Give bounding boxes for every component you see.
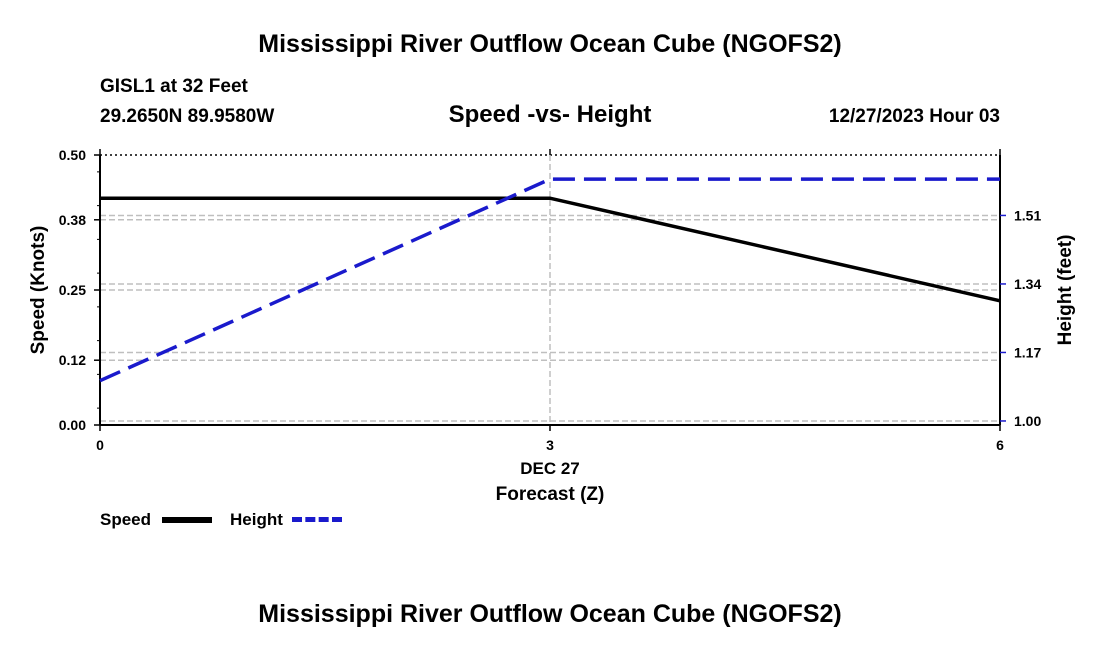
y2-tick-label: 1.17 [1014,344,1041,360]
x-tick-label: 6 [996,437,1004,453]
y-axis-label: Speed (Knots) [28,226,49,355]
legend-speed-swatch [162,517,212,523]
x-tick-label: 3 [546,437,554,453]
footer-title: Mississippi River Outflow Ocean Cube (NG… [258,600,842,628]
legend-height-label: Height [230,510,283,529]
legend-speed-label: Speed [100,510,152,529]
y-tick-label: 0.38 [59,212,86,228]
x-date-label: DEC 27 [520,459,580,478]
y2-tick-label: 1.51 [1014,207,1041,223]
series-line-speed [100,196,1001,303]
legend-height-swatch [292,517,342,522]
y2-tick-label: 1.00 [1014,413,1041,429]
station-label: GISL1 at 32 Feet [100,76,248,97]
forecast-timestamp: 12/27/2023 Hour 03 [828,106,1000,127]
x-tick-label: 0 [96,437,104,453]
series-line-height [99,177,1000,383]
x-axis-label: Forecast (Z) [496,484,605,505]
y2-axis-label: Height (feet) [1055,235,1076,346]
y-tick-label: 0.12 [59,352,86,368]
grid-lines [100,154,1000,426]
series-lines [99,177,1001,383]
page-title: Mississippi River Outflow Ocean Cube (NG… [258,30,842,58]
chart-title: Speed -vs- Height [448,101,652,128]
y-tick-label: 0.00 [59,417,86,433]
y2-tick-label: 1.34 [1014,276,1041,292]
station-coords: 29.2650N 89.9580W [100,106,275,127]
y-tick-label: 0.50 [59,147,86,163]
axis-ticks: 0.00 0.12 0.25 0.38 0.50 1.00 1.17 1.34 1.51 0 3 6 [59,147,1042,453]
y-tick-label: 0.25 [59,282,86,298]
